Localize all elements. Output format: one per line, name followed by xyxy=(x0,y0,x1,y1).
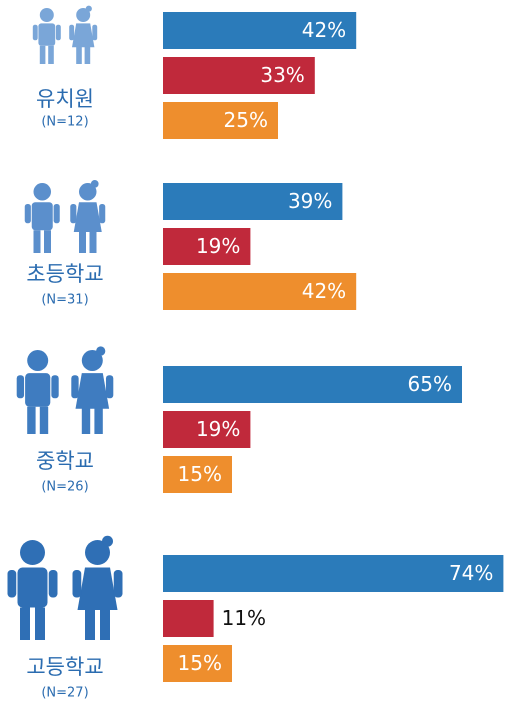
boy-icon xyxy=(32,8,61,64)
arm xyxy=(51,375,59,399)
sample-size: (N=12) xyxy=(41,115,88,130)
category-label: 고등학교 xyxy=(26,655,103,679)
leg xyxy=(85,607,95,640)
value-label: 25% xyxy=(224,108,268,132)
dress xyxy=(72,23,95,48)
value-label: 19% xyxy=(196,417,240,441)
girl-icon xyxy=(69,5,98,64)
arm xyxy=(99,204,106,224)
value-label: 33% xyxy=(260,63,304,87)
girl-icon xyxy=(70,180,106,253)
bar xyxy=(163,273,357,310)
bar xyxy=(163,183,343,220)
value-label: 65% xyxy=(408,372,452,396)
head xyxy=(85,540,110,565)
ponytail xyxy=(96,346,106,356)
value-label: 11% xyxy=(222,606,266,630)
arm xyxy=(53,204,60,224)
category-label: 중학교 xyxy=(36,449,94,473)
dress xyxy=(75,373,110,409)
leg xyxy=(89,230,97,253)
sample-size: (N=31) xyxy=(41,293,88,308)
leg xyxy=(48,45,54,64)
boy-icon xyxy=(7,540,58,640)
arm xyxy=(71,375,79,399)
bar xyxy=(163,57,315,94)
leg xyxy=(39,45,46,64)
bar xyxy=(163,600,214,637)
head xyxy=(81,350,103,371)
boy-icon xyxy=(24,183,60,253)
arm xyxy=(72,570,82,598)
bar xyxy=(163,645,232,682)
bar xyxy=(163,411,251,448)
arm xyxy=(105,375,114,399)
arm xyxy=(24,204,31,224)
sample-size: (N=26) xyxy=(41,480,88,495)
value-label: 42% xyxy=(302,18,346,42)
arm xyxy=(32,24,38,41)
arm xyxy=(70,204,77,224)
bar xyxy=(163,228,251,265)
leg xyxy=(27,406,36,434)
leg xyxy=(20,607,30,640)
arm xyxy=(7,570,17,598)
arm xyxy=(48,570,58,598)
head xyxy=(27,350,49,371)
value-label: 19% xyxy=(196,234,240,258)
leg xyxy=(44,230,51,253)
dress xyxy=(77,567,118,610)
leg xyxy=(84,45,91,64)
leg xyxy=(35,607,45,640)
girl-icon xyxy=(71,346,114,434)
leg xyxy=(39,406,49,434)
head xyxy=(33,183,51,201)
arm xyxy=(92,24,98,41)
body xyxy=(38,23,56,46)
ponytail xyxy=(85,5,92,12)
value-label: 15% xyxy=(178,462,222,486)
bar xyxy=(163,102,278,139)
body xyxy=(31,202,53,231)
girl-icon xyxy=(72,535,123,640)
body xyxy=(25,373,51,407)
arm xyxy=(55,24,61,41)
value-label: 42% xyxy=(302,279,346,303)
leg xyxy=(100,607,110,640)
leg xyxy=(76,45,82,64)
value-label: 74% xyxy=(449,561,493,585)
head xyxy=(76,8,91,22)
arm xyxy=(69,24,75,41)
bar xyxy=(163,555,504,592)
sample-size: (N=27) xyxy=(41,686,88,701)
dress xyxy=(73,202,102,232)
leg xyxy=(33,230,41,253)
value-label: 15% xyxy=(178,651,222,675)
leg xyxy=(79,230,86,253)
ponytail xyxy=(90,180,99,188)
category-label: 유치원 xyxy=(36,87,94,111)
leg xyxy=(94,406,103,434)
ponytail xyxy=(102,535,113,547)
head xyxy=(79,183,97,201)
category-label: 초등학교 xyxy=(26,262,103,286)
head xyxy=(20,540,45,565)
arm xyxy=(113,570,123,598)
bar xyxy=(163,12,357,49)
arm xyxy=(16,375,25,399)
bar xyxy=(163,456,232,493)
body xyxy=(17,567,48,608)
head xyxy=(39,8,54,22)
boy-icon xyxy=(16,350,59,434)
leg xyxy=(81,406,91,434)
bar xyxy=(163,366,462,403)
value-label: 39% xyxy=(288,189,332,213)
